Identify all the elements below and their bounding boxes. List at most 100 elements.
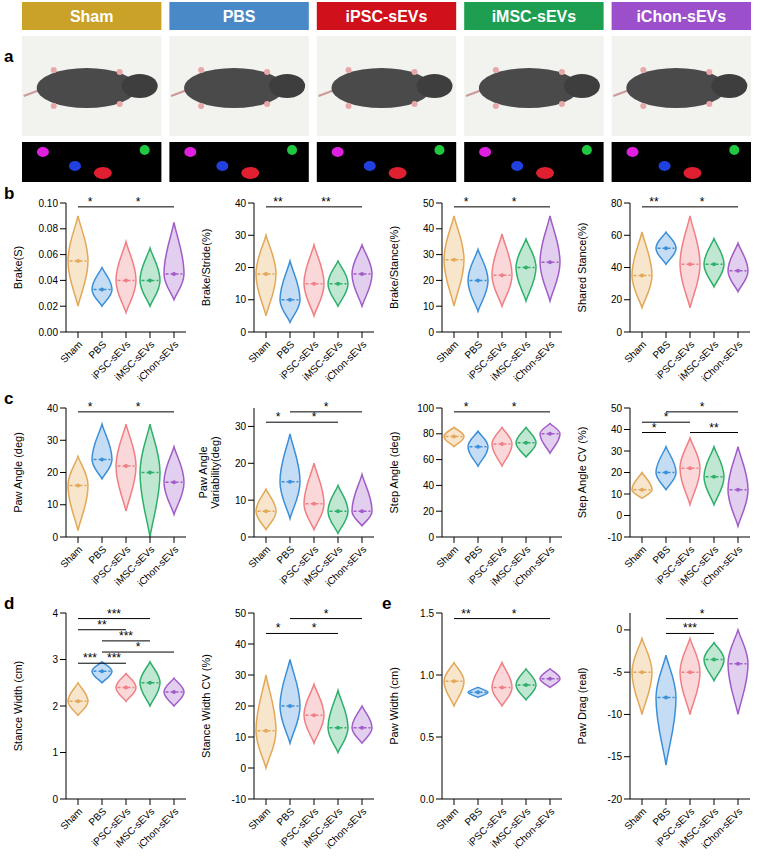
svg-text:Paw Angle (deg): Paw Angle (deg) bbox=[12, 432, 24, 513]
svg-text:Sham: Sham bbox=[58, 339, 84, 365]
svg-text:*: * bbox=[136, 195, 141, 209]
svg-text:30: 30 bbox=[611, 446, 623, 457]
svg-text:*: * bbox=[700, 607, 705, 621]
svg-text:10: 10 bbox=[47, 499, 59, 510]
svg-text:iChon-sEVs: iChon-sEVs bbox=[511, 806, 556, 851]
svg-text:*: * bbox=[512, 400, 517, 414]
svg-text:40: 40 bbox=[611, 262, 623, 273]
svg-text:60: 60 bbox=[611, 230, 623, 241]
svg-text:0.5: 0.5 bbox=[420, 732, 434, 743]
svg-text:iChon-sEVs: iChon-sEVs bbox=[135, 544, 180, 589]
svg-text:20: 20 bbox=[235, 262, 247, 273]
svg-text:60: 60 bbox=[423, 454, 435, 465]
svg-text:0: 0 bbox=[240, 532, 246, 543]
svg-text:-10: -10 bbox=[608, 709, 623, 720]
svg-text:Sham: Sham bbox=[622, 544, 648, 570]
svg-text:50: 50 bbox=[235, 608, 247, 619]
svg-text:0.00: 0.00 bbox=[39, 327, 59, 338]
svg-text:*: * bbox=[324, 400, 329, 414]
svg-text:10: 10 bbox=[235, 495, 247, 506]
svg-text:20: 20 bbox=[423, 506, 435, 517]
svg-text:*: * bbox=[88, 400, 93, 414]
svg-text:PBS: PBS bbox=[223, 8, 256, 25]
svg-text:4: 4 bbox=[52, 608, 58, 619]
svg-text:*: * bbox=[136, 400, 141, 414]
svg-text:*: * bbox=[88, 195, 93, 209]
svg-text:iChon-sEVs: iChon-sEVs bbox=[699, 806, 744, 851]
svg-text:40: 40 bbox=[423, 223, 435, 234]
svg-text:Sham: Sham bbox=[434, 339, 460, 365]
svg-text:0.04: 0.04 bbox=[39, 275, 59, 286]
svg-text:100: 100 bbox=[417, 403, 434, 414]
svg-text:0: 0 bbox=[616, 624, 622, 635]
svg-text:1.5: 1.5 bbox=[420, 608, 434, 619]
svg-text:80: 80 bbox=[423, 428, 435, 439]
svg-text:0: 0 bbox=[240, 763, 246, 774]
svg-text:50: 50 bbox=[611, 403, 623, 414]
svg-text:0: 0 bbox=[616, 327, 622, 338]
svg-text:40: 40 bbox=[235, 639, 247, 650]
svg-text:30: 30 bbox=[235, 670, 247, 681]
svg-text:10: 10 bbox=[235, 294, 247, 305]
svg-text:Brake(S): Brake(S) bbox=[12, 246, 24, 289]
svg-text:0: 0 bbox=[428, 327, 434, 338]
svg-text:**: ** bbox=[709, 421, 719, 435]
svg-text:*: * bbox=[276, 410, 281, 424]
svg-text:Sham: Sham bbox=[246, 806, 272, 832]
svg-text:0.0: 0.0 bbox=[420, 794, 434, 805]
svg-text:Paw Width (cm): Paw Width (cm) bbox=[388, 667, 400, 745]
svg-text:20: 20 bbox=[235, 458, 247, 469]
svg-text:50: 50 bbox=[423, 198, 435, 209]
svg-text:40: 40 bbox=[47, 403, 59, 414]
svg-text:iChon-sEVs: iChon-sEVs bbox=[511, 544, 556, 589]
svg-text:*: * bbox=[312, 621, 317, 635]
svg-text:*: * bbox=[700, 400, 705, 414]
svg-text:-20: -20 bbox=[608, 794, 623, 805]
svg-text:iPSC-sEVs: iPSC-sEVs bbox=[346, 8, 428, 25]
svg-text:*: * bbox=[276, 621, 281, 635]
svg-text:Shared Stance(%): Shared Stance(%) bbox=[576, 223, 588, 313]
svg-text:0: 0 bbox=[52, 532, 58, 543]
svg-text:Paw Angle: Paw Angle bbox=[197, 447, 209, 499]
svg-text:0: 0 bbox=[616, 510, 622, 521]
svg-text:2: 2 bbox=[52, 701, 58, 712]
svg-text:30: 30 bbox=[235, 421, 247, 432]
svg-text:30: 30 bbox=[47, 435, 59, 446]
svg-text:30: 30 bbox=[423, 249, 435, 260]
svg-text:iChon-sEVs: iChon-sEVs bbox=[511, 339, 556, 384]
svg-text:***: *** bbox=[107, 651, 121, 665]
svg-text:Sham: Sham bbox=[246, 339, 272, 365]
svg-text:*: * bbox=[464, 400, 469, 414]
svg-text:*: * bbox=[664, 410, 669, 424]
svg-text:0: 0 bbox=[52, 794, 58, 805]
svg-text:Sham: Sham bbox=[434, 544, 460, 570]
svg-text:iChon-sEVs: iChon-sEVs bbox=[323, 339, 368, 384]
svg-text:Sham: Sham bbox=[622, 339, 648, 365]
svg-text:*: * bbox=[324, 607, 329, 621]
svg-text:20: 20 bbox=[47, 467, 59, 478]
svg-text:Brake/Stride(%): Brake/Stride(%) bbox=[200, 229, 212, 307]
svg-text:1.0: 1.0 bbox=[420, 670, 434, 681]
svg-text:Brake/Stance(%): Brake/Stance(%) bbox=[388, 226, 400, 309]
svg-text:a: a bbox=[4, 47, 14, 66]
svg-text:Stance Width CV (%): Stance Width CV (%) bbox=[200, 654, 212, 758]
svg-text:iChon-sEVs: iChon-sEVs bbox=[699, 544, 744, 589]
svg-text:iChon-sEVs: iChon-sEVs bbox=[699, 339, 744, 384]
svg-text:iMSC-sEVs: iMSC-sEVs bbox=[492, 8, 577, 25]
svg-text:**: ** bbox=[97, 618, 107, 632]
svg-text:Step Angle (deg): Step Angle (deg) bbox=[388, 432, 400, 514]
svg-text:20: 20 bbox=[235, 701, 247, 712]
svg-text:40: 40 bbox=[611, 424, 623, 435]
svg-text:*: * bbox=[312, 410, 317, 424]
svg-text:*: * bbox=[700, 195, 705, 209]
svg-text:0: 0 bbox=[240, 327, 246, 338]
svg-text:**: ** bbox=[649, 195, 659, 209]
svg-text:***: *** bbox=[683, 621, 697, 635]
svg-text:***: *** bbox=[119, 629, 133, 643]
svg-text:*: * bbox=[512, 607, 517, 621]
svg-text:-10: -10 bbox=[608, 532, 623, 543]
svg-text:40: 40 bbox=[235, 198, 247, 209]
svg-text:0.06: 0.06 bbox=[39, 249, 59, 260]
svg-text:10: 10 bbox=[611, 489, 623, 500]
svg-text:10: 10 bbox=[235, 732, 247, 743]
